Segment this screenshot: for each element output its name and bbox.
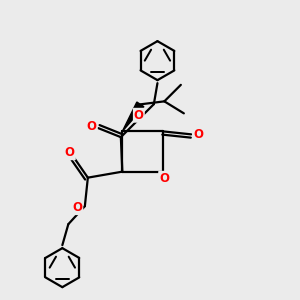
Text: O: O [72, 201, 82, 214]
Text: O: O [159, 172, 169, 185]
Text: O: O [134, 109, 144, 122]
Text: O: O [65, 146, 75, 159]
Text: O: O [87, 120, 97, 133]
Text: O: O [193, 128, 203, 141]
Polygon shape [122, 102, 144, 131]
